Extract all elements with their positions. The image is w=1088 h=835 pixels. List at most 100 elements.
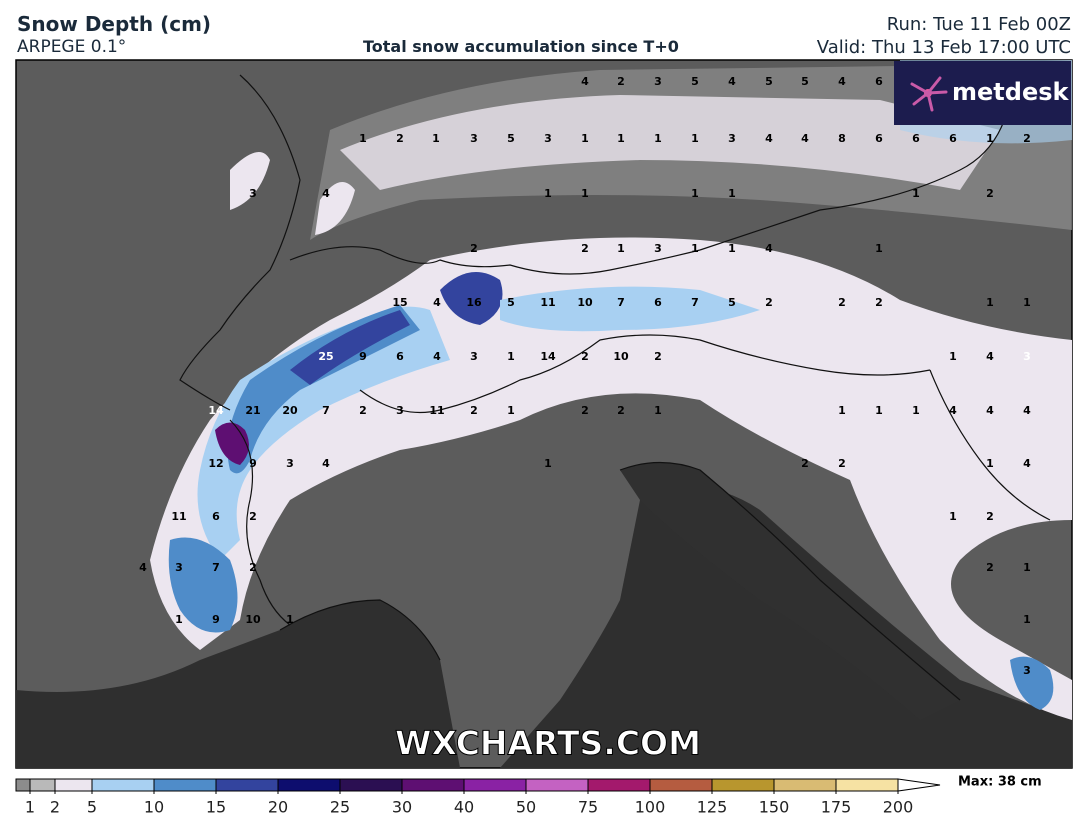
legend-swatch [588,779,650,791]
legend-tick-label: 30 [392,798,412,817]
map-value-label: 2 [581,404,589,417]
map-value-label: 1 [986,457,994,470]
map-value-label: 1 [912,187,920,200]
legend-tick-label: 50 [516,798,536,817]
map-value-label: 1 [949,510,957,523]
map-value-label: 2 [581,242,589,255]
legend-swatch [650,779,712,791]
map-value-label: 1 [581,187,589,200]
watermark: WXCHARTS.COM [395,724,701,763]
logo-text: metdesk [952,78,1070,106]
legend-tick-label: 1 [25,798,35,817]
map-value-label: 1 [986,296,994,309]
map-value-label: 3 [175,561,183,574]
map-value-label: 2 [838,457,846,470]
map-value-label: 1 [691,187,699,200]
legend-swatch [464,779,526,791]
map-value-label: 12 [208,457,223,470]
map-value-label: 2 [838,296,846,309]
map-value-label: 4 [322,187,330,200]
legend-swatch [216,779,278,791]
map-value-label: 1 [617,242,625,255]
map-value-label: 3 [1023,350,1031,363]
map-value-label: 14 [208,404,224,417]
map-value-label: 2 [654,350,662,363]
map-value-label: 2 [249,510,257,523]
legend-swatch [16,779,30,791]
legend-tick-label: 175 [821,798,852,817]
map-value-label: 8 [838,132,846,145]
map-value-label: 6 [875,75,883,88]
map-value-label: 2 [801,457,809,470]
map-background [15,59,1073,769]
map-value-label: 4 [322,457,330,470]
map-value-label: 1 [1023,296,1031,309]
valid-time: Valid: Thu 13 Feb 17:00 UTC [816,37,1071,58]
map-value-label: 11 [540,296,555,309]
map-value-label: 2 [617,75,625,88]
map-value-label: 3 [396,404,404,417]
legend-tick-label: 200 [883,798,914,817]
legend-swatch [30,779,55,791]
map-value-label: 6 [875,132,883,145]
legend-tick-label: 2 [50,798,60,817]
map-value-label: 4 [838,75,846,88]
map-value-label: 2 [470,242,478,255]
map-value-label: 2 [359,404,367,417]
legend-tick-label: 10 [144,798,164,817]
legend-swatch [836,779,898,791]
map-value-label: 1 [949,350,957,363]
legend-swatch [526,779,588,791]
map-value-label: 6 [396,350,404,363]
legend-tick-label: 75 [578,798,598,817]
map-value-label: 1 [359,132,367,145]
map-value-label: 3 [544,132,552,145]
map-value-label: 21 [245,404,260,417]
legend-arrow [897,778,941,792]
map-value-label: 1 [728,187,736,200]
legend-tick-label: 5 [87,798,97,817]
map-value-label: 4 [139,561,147,574]
map-value-label: 14 [540,350,556,363]
map-value-label: 5 [801,75,809,88]
map-value-label: 1 [986,132,994,145]
map-value-label: 5 [507,132,515,145]
map-value-label: 4 [728,75,736,88]
map-value-label: 2 [875,296,883,309]
map-value-label: 1 [654,404,662,417]
map-value-label: 4 [581,75,589,88]
map-value-label: 3 [249,187,257,200]
map-value-label: 7 [691,296,699,309]
map-value-label: 6 [912,132,920,145]
map-value-label: 2 [986,510,994,523]
map-value-label: 7 [212,561,220,574]
map-value-label: 4 [1023,404,1031,417]
map-value-label: 5 [691,75,699,88]
legend-tick-label: 40 [454,798,474,817]
logo-box [894,61,1071,125]
map-value-label: 1 [728,242,736,255]
map-value-label: 5 [507,296,515,309]
map-value-label: 4 [765,132,773,145]
map-value-label: 1 [875,404,883,417]
legend-swatch [55,779,92,791]
map-value-label: 10 [613,350,629,363]
map-value-label: 6 [949,132,957,145]
map-value-label: 7 [617,296,625,309]
map-value-label: 4 [433,296,441,309]
map-value-label: 3 [654,75,662,88]
map-value-label: 1 [544,187,552,200]
map-value-label: 9 [359,350,367,363]
map-value-label: 10 [245,613,261,626]
map-value-label: 1 [581,132,589,145]
map-value-label: 2 [581,350,589,363]
legend-swatch [774,779,836,791]
legend-swatch [402,779,464,791]
legend-swatch [712,779,774,791]
legend-swatch [340,779,402,791]
map-value-label: 20 [282,404,298,417]
map-value-label: 6 [654,296,662,309]
title: Snow Depth (cm) [17,12,212,36]
